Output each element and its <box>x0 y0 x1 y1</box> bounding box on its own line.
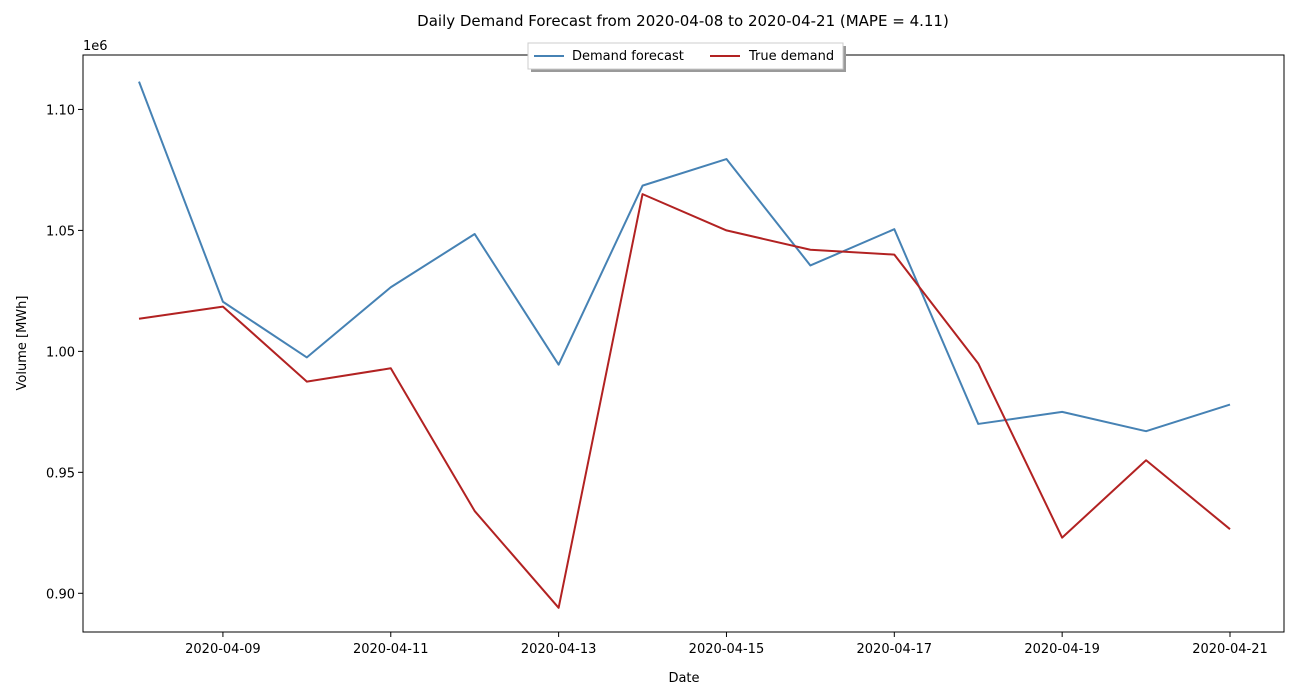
x-tick-label: 2020-04-09 <box>185 642 261 657</box>
series-lines <box>138 81 1231 609</box>
y-tick-label: 1.00 <box>46 345 75 360</box>
y-tick-label: 1.10 <box>46 103 75 118</box>
y-axis-label: Volume [MWh] <box>15 296 30 391</box>
x-tick-label: 2020-04-15 <box>689 642 765 657</box>
series-line-demand-forecast <box>138 81 1231 433</box>
y-tick-label: 1.05 <box>46 224 75 239</box>
x-tick-label: 2020-04-21 <box>1192 642 1268 657</box>
y-axis-offset-label: 1e6 <box>83 39 108 54</box>
x-tick-label: 2020-04-17 <box>857 642 933 657</box>
y-tick-label: 0.95 <box>46 466 75 481</box>
legend-box <box>527 42 844 70</box>
legend-label-true-demand: True demand <box>748 49 834 64</box>
x-tick-label: 2020-04-13 <box>521 642 597 657</box>
legend: Demand forecast True demand <box>527 42 846 72</box>
chart-title: Daily Demand Forecast from 2020-04-08 to… <box>417 12 949 30</box>
x-tick-label: 2020-04-11 <box>353 642 429 657</box>
x-tick-label: 2020-04-19 <box>1024 642 1100 657</box>
axis-ticks: 2020-04-09 2020-04-11 2020-04-13 2020-04-15… <box>46 103 1268 657</box>
x-axis-label: Date <box>668 671 699 686</box>
y-tick-label: 0.90 <box>46 587 75 602</box>
legend-label-demand-forecast: Demand forecast <box>572 49 684 64</box>
series-line-true-demand <box>138 193 1231 609</box>
